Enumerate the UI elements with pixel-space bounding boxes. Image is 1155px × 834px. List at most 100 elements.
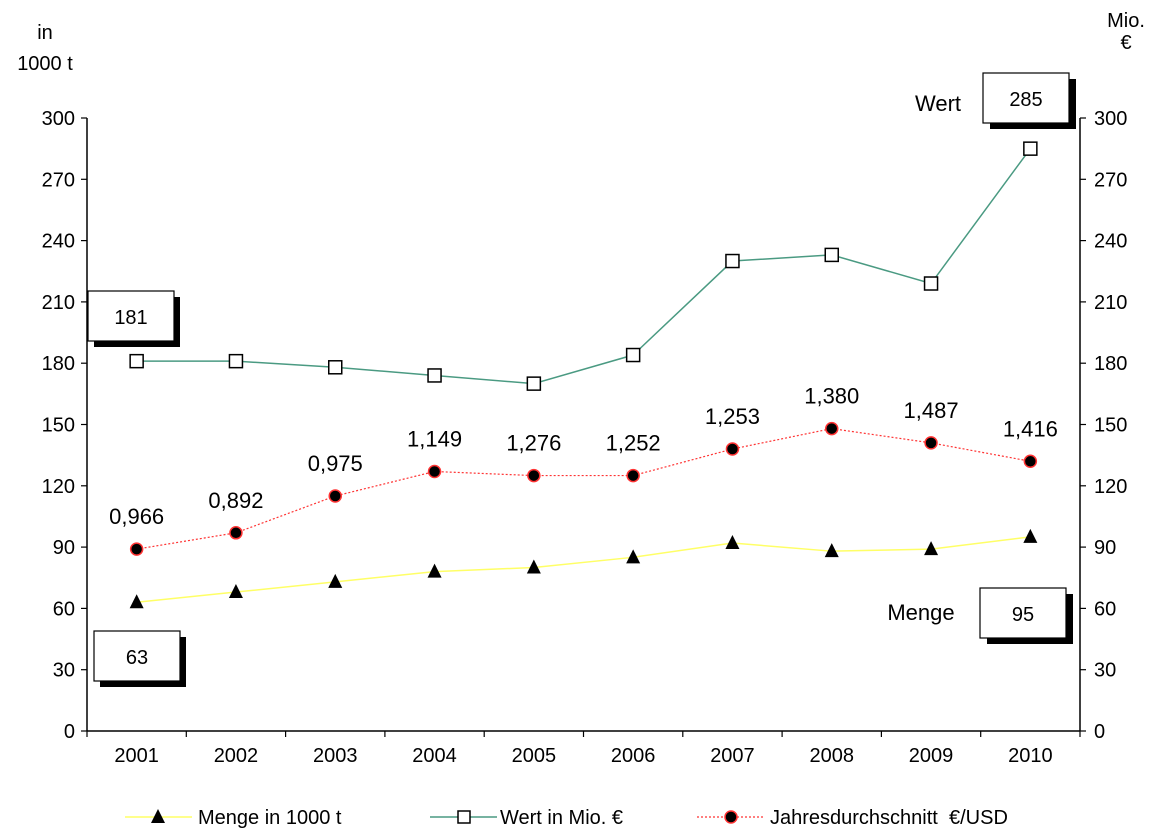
kurs-data-label: 1,276 — [506, 431, 561, 456]
wert-start-callout: 181 — [87, 290, 180, 347]
wert-point — [923, 276, 939, 291]
series-line-wert — [136, 148, 1031, 385]
y2-tick-label: 270 — [1094, 169, 1127, 191]
wert-point — [427, 368, 442, 383]
kurs-point — [924, 436, 938, 450]
x-tick-label: 2008 — [810, 745, 855, 767]
y2-tick-label: 300 — [1094, 108, 1127, 130]
series-line-menge — [136, 536, 1031, 604]
wert-point — [1023, 141, 1038, 156]
kurs-point — [427, 464, 442, 479]
y-tick-label: 240 — [42, 231, 75, 253]
kurs-data-label: 1,252 — [606, 431, 661, 456]
x-tick-label: 2004 — [412, 745, 457, 767]
wert-point — [129, 353, 144, 369]
y-tick-label: 60 — [53, 598, 75, 620]
y-tick-label: 210 — [42, 292, 75, 314]
kurs-point — [229, 526, 243, 540]
square-marker-icon — [457, 810, 471, 824]
y2-tick-label: 0 — [1094, 721, 1105, 743]
y2-tick-label: 30 — [1094, 660, 1116, 682]
circle-marker-icon — [724, 810, 738, 824]
x-tick-label: 2007 — [710, 745, 755, 767]
kurs-point — [725, 442, 740, 456]
wert-end-value: 285 — [1009, 89, 1042, 111]
kurs-point — [328, 489, 342, 503]
legend-item-menge: Menge in 1000 t — [125, 807, 342, 829]
y-tick-label: 300 — [42, 108, 75, 130]
legend: Menge in 1000 t Wert in Mio. € Jahresdur… — [125, 807, 1008, 829]
menge-point — [924, 541, 939, 556]
triangle-marker-icon — [151, 809, 165, 823]
legend-label-kurs: Jahresdurchschnitt €/USD — [770, 807, 1008, 829]
y-tick-label: 270 — [42, 169, 75, 191]
menge-end-callout: 95 — [979, 587, 1073, 644]
kurs-data-label: 1,253 — [705, 404, 760, 429]
menge-point — [228, 584, 243, 599]
wert-point — [824, 247, 839, 263]
kurs-point — [527, 468, 541, 483]
legend-label-menge: Menge in 1000 t — [198, 807, 342, 829]
y2-tick-label: 180 — [1094, 353, 1127, 375]
kurs-point — [825, 421, 839, 436]
kurs-data-label: 0,892 — [208, 488, 263, 513]
y2-tick-label: 210 — [1094, 292, 1127, 314]
kurs-data-label: 1,416 — [1003, 416, 1058, 441]
y2-tick-label: 90 — [1094, 537, 1116, 559]
menge-point — [1023, 528, 1038, 543]
y2-tick-label: 60 — [1094, 598, 1116, 620]
menge-point — [725, 535, 740, 550]
y-tick-label: 90 — [53, 537, 75, 559]
menge-start-value: 63 — [126, 647, 148, 669]
left-axis-title-line1: in — [37, 22, 53, 44]
wert-end-label: Wert — [915, 91, 961, 116]
menge-point — [328, 573, 343, 588]
x-tick-label: 2010 — [1008, 745, 1053, 767]
wert-start-value: 181 — [114, 307, 147, 329]
y2-tick-label: 120 — [1094, 476, 1127, 498]
left-axis-title-line2: 1000 t — [17, 53, 73, 75]
wert-point — [625, 347, 641, 363]
menge-start-callout: 63 — [93, 630, 186, 687]
kurs-data-label: 1,487 — [904, 398, 959, 423]
kurs-data-label: 1,149 — [407, 426, 462, 451]
wert-point — [725, 253, 740, 269]
legend-item-wert: Wert in Mio. € — [430, 807, 623, 829]
menge-point — [824, 543, 839, 558]
y2-tick-label: 150 — [1094, 415, 1127, 437]
wert-point — [328, 360, 343, 375]
right-axis-title-line1: Mio. — [1107, 10, 1145, 32]
y-tick-label: 150 — [42, 415, 75, 437]
x-tick-label: 2002 — [214, 745, 259, 767]
wert-point — [526, 376, 542, 391]
kurs-point — [1023, 454, 1038, 469]
series-line-kurs — [136, 427, 1031, 550]
legend-item-kurs: Jahresdurchschnitt €/USD — [697, 807, 1008, 829]
kurs-data-label: 0,975 — [308, 451, 363, 476]
x-tick-label: 2005 — [512, 745, 557, 767]
kurs-point — [626, 468, 640, 483]
y2-tick-label: 240 — [1094, 231, 1127, 253]
x-tick-label: 2009 — [909, 745, 954, 767]
kurs-data-label: 1,380 — [804, 384, 859, 409]
x-tick-label: 2003 — [313, 745, 358, 767]
menge-point — [129, 594, 144, 609]
legend-label-wert: Wert in Mio. € — [500, 807, 623, 829]
x-tick-label: 2001 — [114, 745, 159, 767]
kurs-data-label: 0,966 — [109, 504, 164, 529]
menge-point — [427, 563, 442, 578]
right-axis-title-line2: € — [1120, 32, 1131, 54]
kurs-point — [129, 542, 144, 556]
menge-end-label: Menge — [887, 600, 954, 625]
menge-point — [626, 549, 641, 564]
wert-end-callout: 285 — [982, 72, 1076, 129]
menge-end-value: 95 — [1012, 604, 1034, 626]
wert-point — [228, 353, 244, 369]
menge-point — [526, 559, 541, 574]
x-tick-label: 2006 — [611, 745, 656, 767]
y-tick-label: 30 — [53, 660, 75, 682]
y-tick-label: 120 — [42, 476, 75, 498]
y-tick-label: 0 — [64, 721, 75, 743]
